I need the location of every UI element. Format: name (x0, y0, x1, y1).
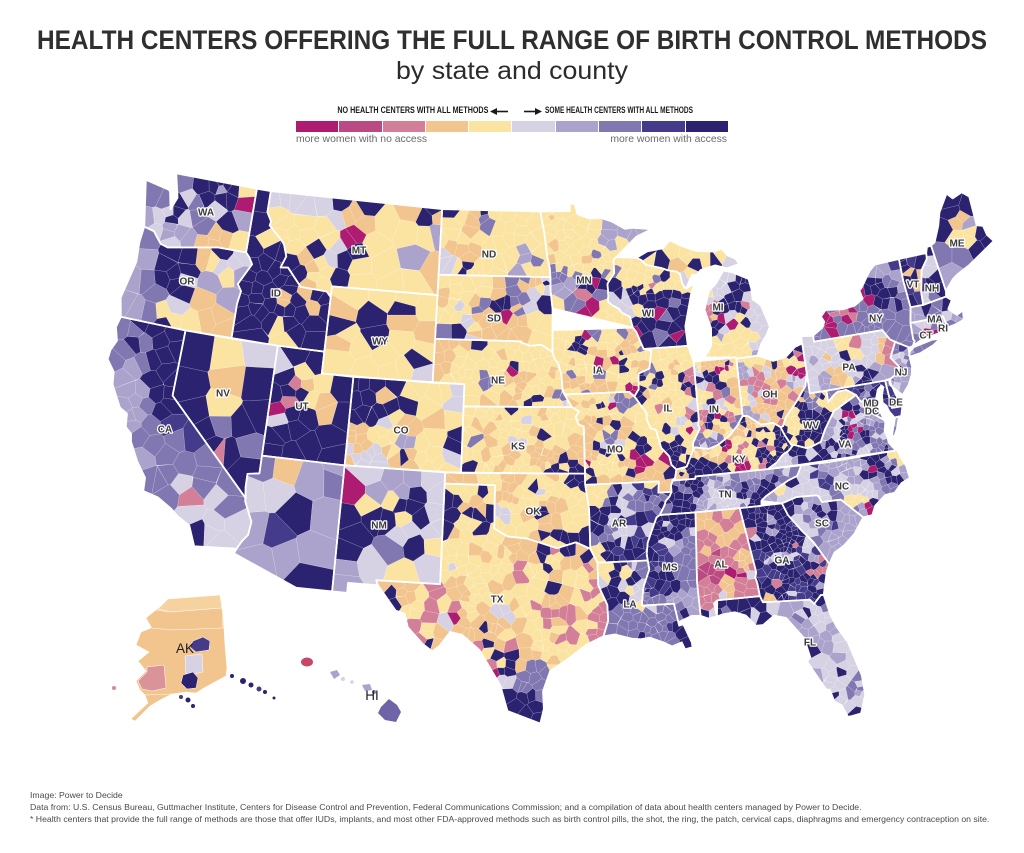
svg-text:MD: MD (863, 399, 879, 410)
svg-text:DC: DC (865, 407, 879, 418)
svg-text:MN: MN (576, 276, 592, 287)
svg-text:LA: LA (623, 600, 636, 611)
svg-text:IA: IA (593, 366, 603, 377)
svg-text:NM: NM (371, 521, 387, 532)
svg-text:DE: DE (889, 398, 903, 409)
svg-text:MO: MO (607, 445, 623, 456)
svg-text:AR: AR (612, 519, 627, 530)
svg-text:OR: OR (180, 277, 196, 288)
svg-text:OH: OH (763, 390, 778, 401)
svg-text:UT: UT (295, 402, 308, 413)
svg-text:OK: OK (526, 507, 542, 518)
svg-text:IN: IN (709, 405, 719, 416)
svg-text:CO: CO (394, 426, 409, 437)
svg-text:NE: NE (491, 376, 505, 387)
svg-text:NY: NY (869, 314, 883, 325)
svg-text:AL: AL (714, 560, 727, 571)
svg-text:VT: VT (907, 280, 920, 291)
svg-text:CT: CT (919, 331, 932, 342)
svg-text:SC: SC (815, 519, 829, 530)
svg-text:NH: NH (925, 284, 939, 295)
svg-text:ME: ME (950, 239, 965, 250)
svg-text:KS: KS (511, 442, 525, 453)
svg-text:IL: IL (664, 404, 673, 415)
svg-text:AK: AK (176, 641, 194, 656)
svg-text:WA: WA (198, 208, 214, 219)
svg-text:CA: CA (158, 425, 172, 436)
svg-text:ND: ND (482, 250, 496, 261)
svg-text:HI: HI (365, 688, 379, 703)
svg-text:RI: RI (938, 324, 948, 335)
svg-text:MS: MS (663, 563, 678, 574)
svg-text:WY: WY (372, 337, 388, 348)
svg-text:NJ: NJ (895, 368, 908, 379)
svg-text:NV: NV (216, 389, 230, 400)
svg-text:MI: MI (712, 303, 723, 314)
svg-text:WV: WV (803, 421, 819, 432)
svg-text:KY: KY (732, 455, 746, 466)
svg-text:NC: NC (835, 482, 849, 493)
svg-text:ID: ID (271, 289, 281, 300)
svg-text:MT: MT (352, 246, 366, 257)
svg-text:FL: FL (804, 638, 816, 649)
svg-text:TN: TN (718, 490, 731, 501)
svg-text:GA: GA (775, 556, 790, 567)
svg-text:TX: TX (491, 595, 504, 606)
svg-text:PA: PA (842, 363, 855, 374)
svg-text:WI: WI (642, 309, 654, 320)
svg-text:VA: VA (838, 440, 851, 451)
svg-text:SD: SD (487, 314, 501, 325)
svg-text:MA: MA (927, 315, 943, 326)
